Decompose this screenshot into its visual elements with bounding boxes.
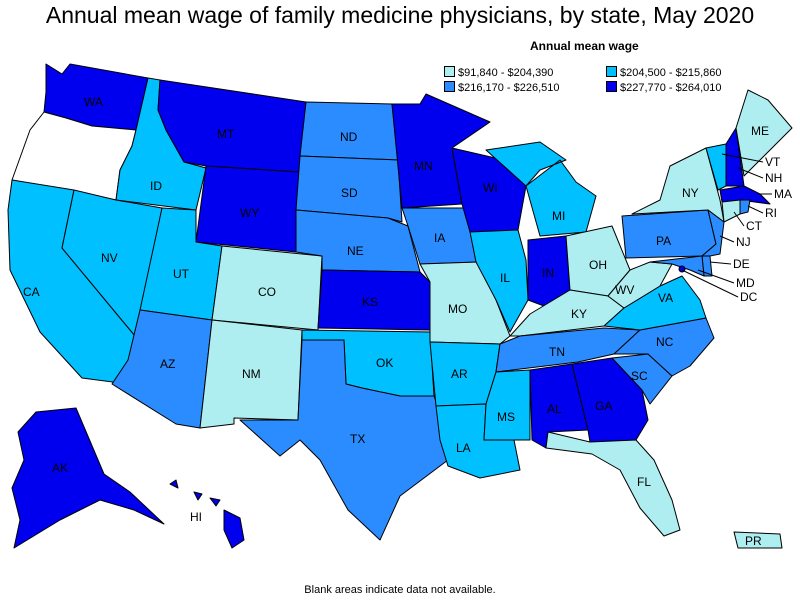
legend-swatch-4 (606, 81, 617, 92)
label-ND: ND (340, 130, 358, 144)
label-SC: SC (631, 369, 648, 383)
legend-label-1: $91,840 - $204,390 (458, 67, 554, 79)
label-leader-lines (681, 153, 772, 298)
label-AR: AR (451, 367, 468, 381)
state-HI[interactable] (169, 479, 245, 549)
label-IN: IN (542, 266, 554, 280)
label-AZ: AZ (160, 357, 175, 371)
label-CT: CT (746, 219, 763, 233)
legend-label-4: $227,770 - $264,010 (620, 82, 722, 94)
legend-item-3: $216,170 - $226,510 (444, 81, 560, 94)
label-WI: WI (483, 181, 498, 195)
state-IL[interactable] (469, 229, 529, 333)
label-UT: UT (173, 267, 190, 281)
map-title: Annual mean wage of family medicine phys… (45, 2, 755, 28)
state-RI[interactable] (739, 199, 751, 215)
legend-swatch-1 (444, 66, 455, 77)
label-PR: PR (745, 534, 762, 548)
label-TN: TN (549, 345, 565, 359)
label-SD: SD (341, 186, 358, 200)
label-VT: VT (765, 155, 781, 169)
label-NM: NM (242, 367, 261, 381)
legend-item-2: $204,500 - $215,860 (606, 66, 722, 79)
state-MN[interactable] (391, 93, 491, 209)
label-HI: HI (190, 510, 202, 524)
state-TX[interactable] (239, 339, 449, 541)
label-OH: OH (589, 258, 607, 272)
state-PR[interactable] (733, 531, 783, 549)
state-CT[interactable] (721, 199, 741, 223)
label-AL: AL (547, 402, 562, 416)
state-MS[interactable] (483, 369, 531, 441)
label-CO: CO (258, 285, 276, 299)
label-NH: NH (765, 171, 782, 185)
legend-label-2: $204,500 - $215,860 (620, 67, 722, 79)
label-NV: NV (101, 251, 118, 265)
label-VA: VA (658, 291, 673, 305)
state-labels: WA CA ID NV MT WY UT AZ CO NM ND SD NE K… (23, 95, 792, 548)
label-MO: MO (448, 302, 467, 316)
label-OK: OK (376, 356, 393, 370)
legend-label-3: $216,170 - $226,510 (458, 82, 560, 94)
label-MA: MA (774, 187, 792, 201)
label-WY: WY (240, 206, 259, 220)
legend-title: Annual mean wage (530, 39, 639, 53)
label-KS: KS (362, 295, 378, 309)
label-DC: DC (740, 290, 758, 304)
state-SC[interactable] (611, 353, 673, 405)
state-SD[interactable] (295, 155, 403, 223)
label-IL: IL (500, 271, 510, 285)
label-TX: TX (350, 432, 365, 446)
label-RI: RI (765, 206, 777, 220)
label-LA: LA (456, 441, 471, 455)
state-ME[interactable] (735, 89, 793, 177)
label-MT: MT (217, 127, 235, 141)
label-GA: GA (595, 399, 612, 413)
label-FL: FL (637, 475, 651, 489)
state-FL[interactable] (545, 431, 681, 537)
label-PA: PA (656, 234, 671, 248)
legend-swatch-2 (606, 66, 617, 77)
label-WV: WV (615, 283, 634, 297)
label-MD: MD (736, 276, 755, 290)
state-AK[interactable] (11, 407, 165, 549)
legend-item-1: $91,840 - $204,390 (444, 66, 553, 79)
label-ME: ME (751, 124, 769, 138)
label-NE: NE (347, 244, 364, 258)
label-AK: AK (52, 461, 68, 475)
label-WA: WA (84, 95, 103, 109)
label-MI: MI (552, 209, 565, 223)
label-NC: NC (656, 335, 674, 349)
label-ID: ID (150, 179, 162, 193)
state-MI[interactable] (485, 141, 597, 237)
label-MN: MN (414, 159, 433, 173)
label-CA: CA (23, 285, 40, 299)
label-KY: KY (571, 307, 587, 321)
footnote: Blank areas indicate data not available. (304, 584, 496, 596)
label-DE: DE (733, 257, 750, 271)
label-IA: IA (434, 231, 445, 245)
legend-swatch-3 (444, 81, 455, 92)
label-NJ: NJ (736, 235, 751, 249)
label-MS: MS (497, 410, 515, 424)
label-NY: NY (682, 186, 699, 200)
state-MD[interactable] (649, 255, 705, 277)
legend-item-4: $227,770 - $264,010 (606, 81, 722, 94)
